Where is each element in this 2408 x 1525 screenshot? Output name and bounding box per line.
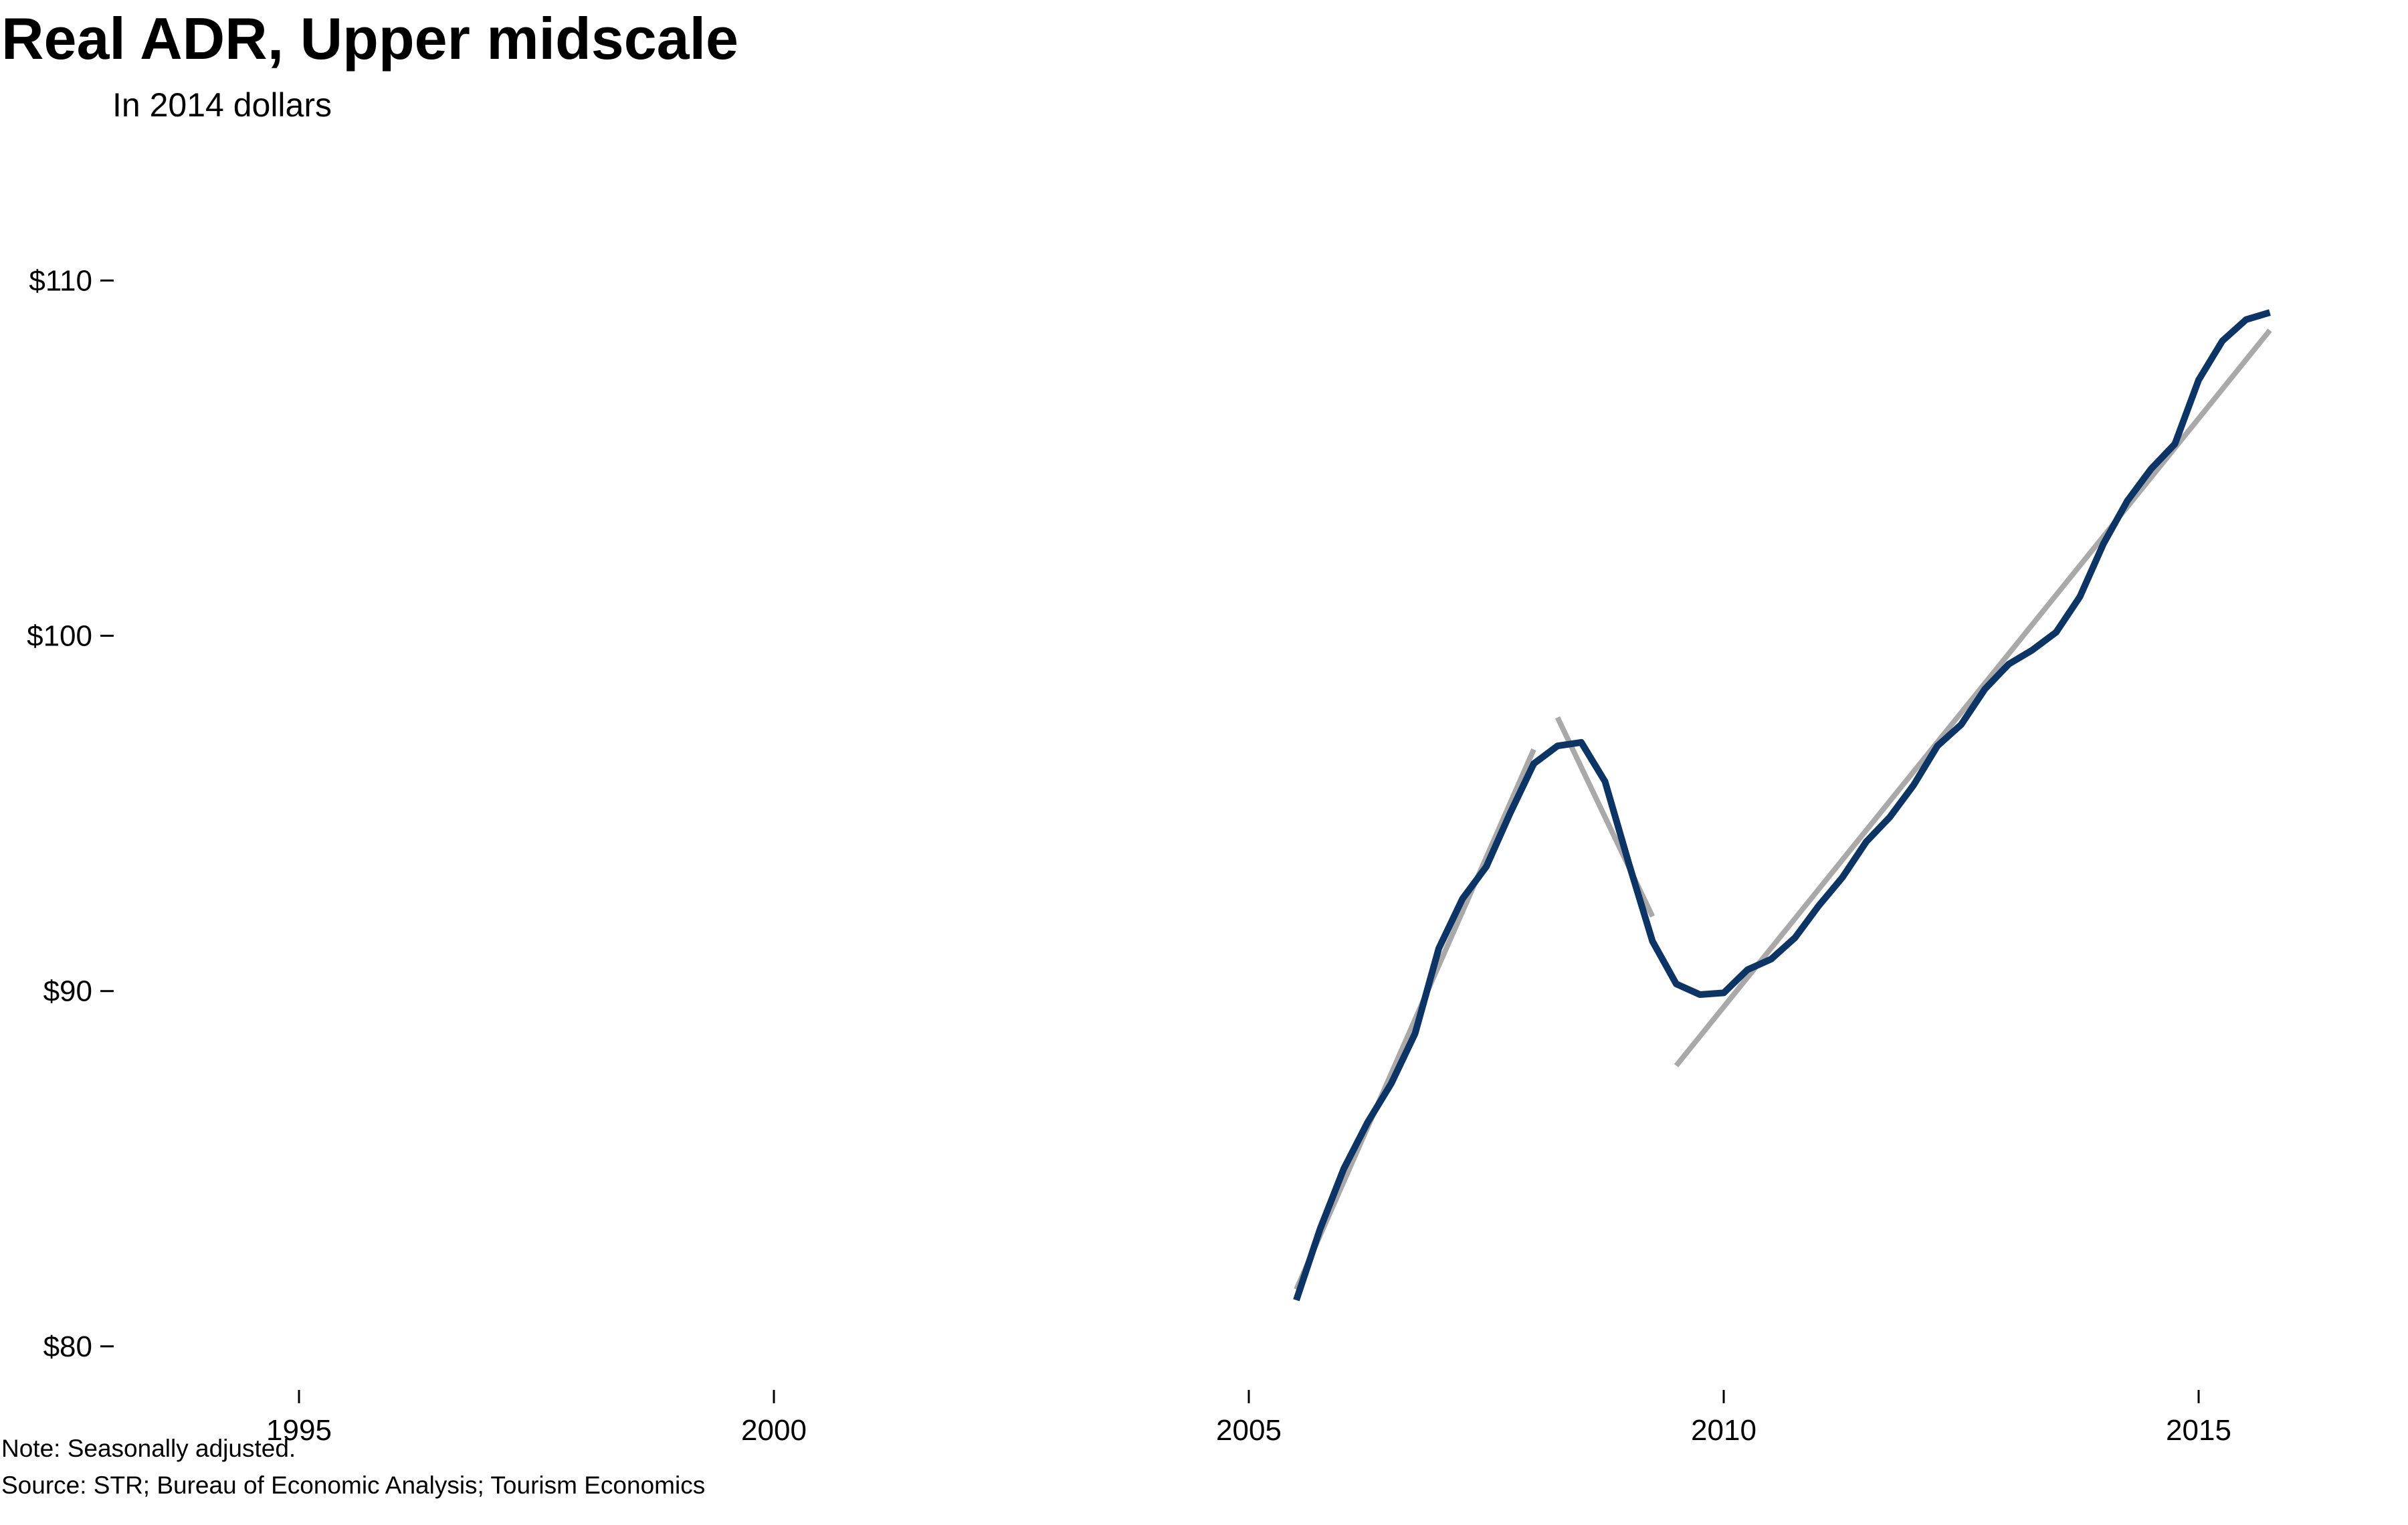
y-tick-label: $80	[43, 1330, 92, 1363]
y-tick-label: $90	[43, 975, 92, 1008]
x-axis: 1995 2000 2005 2010 2015	[266, 1390, 2231, 1447]
y-tick-label: $110	[29, 264, 92, 297]
x-tick-label: 1995	[266, 1414, 332, 1447]
trend-line	[1674, 328, 2272, 1068]
x-tick-label: 2015	[2166, 1414, 2231, 1447]
x-tick-label: 2010	[1691, 1414, 1757, 1447]
chart-title: Real ADR, Upper midscale	[1, 5, 738, 72]
x-tick-label: 2000	[741, 1414, 807, 1447]
y-tick-label: $100	[27, 620, 92, 653]
trend-line	[1294, 748, 1536, 1291]
footnote: Note: Seasonally adjusted.	[1, 1435, 296, 1462]
x-tick-label: 2005	[1216, 1414, 1282, 1447]
source-note: Source: STR; Bureau of Economic Analysis…	[1, 1471, 706, 1499]
series-layer	[1293, 309, 2272, 1302]
chart-subtitle: In 2014 dollars	[112, 86, 332, 124]
series-line	[1293, 309, 2271, 1302]
y-axis: $80 $90 $100 $110	[27, 264, 114, 1363]
